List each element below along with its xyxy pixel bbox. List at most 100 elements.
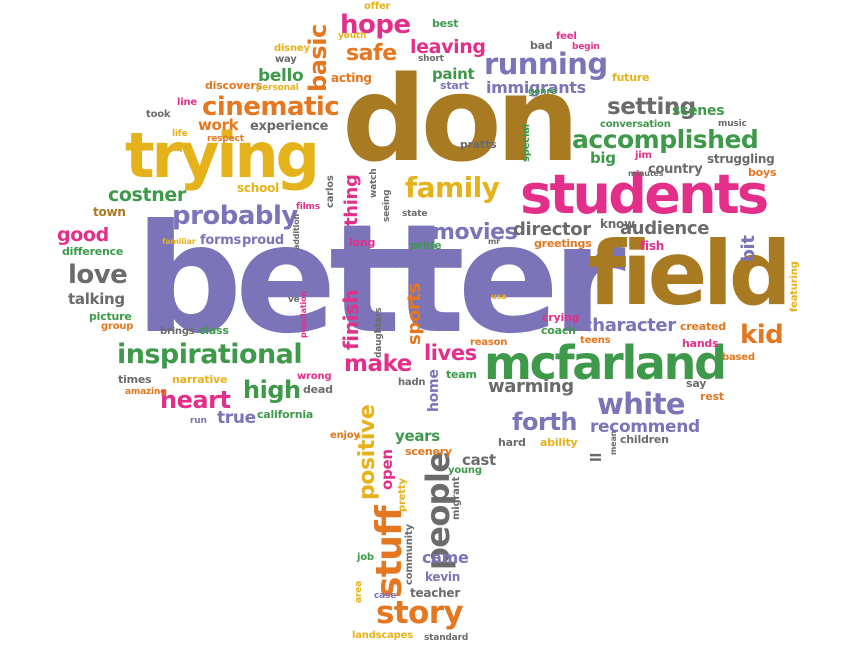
word-watch: watch [369,168,379,198]
word-know: know [600,217,635,231]
word-respect: respect [207,134,244,144]
word-teens: teens [580,335,611,346]
word-migrant: migrant [451,476,462,520]
word-created: created [680,320,726,333]
word-say: say [686,377,707,390]
word-pretty: pretty [397,478,408,512]
word-probably: probably [172,201,298,231]
word-pratts: pratts [460,138,497,151]
word-country: country [648,162,703,177]
word-based: based [722,352,755,363]
word-job: job [357,552,374,563]
word-ll: ll [589,452,605,462]
word-teacher: teacher [410,586,461,600]
word-setting: setting [607,94,696,120]
word-safe: safe [346,41,397,66]
word-cast: cast [462,451,496,469]
word-came: came [422,548,469,567]
word-town: town [93,205,126,219]
word-white: white [597,387,686,421]
word-brings: brings [160,326,195,337]
word-mr: mr [488,237,500,246]
word-high: high [243,376,301,404]
word-positive: positive [355,404,380,500]
word-bad: bad [530,39,553,52]
word-work: work [198,116,239,134]
word-recommend: recommend [590,417,700,437]
word-team: team [446,368,477,381]
word-director: director [513,219,591,240]
word-immigrants: immigrants [486,78,586,97]
word-discovers: discovers [205,79,262,92]
word-ve: ve [288,295,300,305]
word-amazing: amazing [125,387,167,397]
word-genre: genre [528,87,557,97]
word-good: good [57,224,109,246]
word-mean: mean [609,430,618,455]
word-picture: picture [89,310,132,323]
word-finish: finish [339,289,363,350]
word-proud: proud [242,233,284,248]
word-hope: hope [340,10,411,40]
word-inspirational: inspirational [117,339,303,370]
word-better: better [135,193,626,367]
word-daughters: daughters [374,307,384,358]
word-rest: rest [700,390,724,403]
word-crying: crying [542,311,580,324]
word-line: line [177,97,197,108]
word-familiar: familiar [162,237,196,246]
word-begin: begin [572,42,600,52]
word-costner: costner [108,184,186,206]
word-dead: dead [303,383,333,396]
word-family: family [405,171,500,204]
word-bit: bit [738,235,759,262]
word-fish: fish [640,239,665,253]
word-thing: thing [341,174,362,227]
word-landscapes: landscapes [352,630,413,641]
word-pride: pride [410,239,442,252]
word-short: short [418,54,444,64]
word-talking: talking [68,290,125,308]
word-feel: feel [556,31,577,42]
word-case: case [374,591,397,601]
word-conversation: conversation [600,119,671,130]
word-long: long [349,236,376,249]
word-warming: warming [488,376,574,397]
word-leaving: leaving [410,36,486,58]
word-trying: trying [125,119,320,192]
word-stuff: stuff [369,506,410,598]
word-special: special [521,123,532,162]
word-life: life [172,129,188,139]
word-disney: disney [274,43,310,54]
word-films: films [296,202,320,212]
word-kevin: kevin [425,570,461,584]
word-population: population [299,291,308,338]
word-big: big [590,149,616,167]
word-featuring: featuring [789,261,800,312]
word-hands: hands [682,337,719,350]
word-state: state [402,209,428,219]
word-usa: usa [491,292,507,301]
word-students: students [520,163,769,226]
word-enjoy: enjoy [330,430,360,441]
word-difference: difference [62,245,124,258]
word-bello: bello [258,66,304,86]
word-boys: boys [748,166,777,179]
word-personal: personal [256,83,299,93]
word-paint: paint [432,65,475,83]
word-struggling: struggling [707,152,775,166]
word-addition: addition [292,213,301,250]
word-audience: audience [620,218,710,239]
word-took: took [146,109,171,120]
word-experience: experience [250,119,329,134]
word-youth: youth [338,31,367,41]
word-narrative: narrative [172,373,228,386]
word-greetings: greetings [534,237,592,250]
word-ability: ability [540,436,578,449]
word-seeing: seeing [382,189,392,222]
word-children: children [620,433,669,446]
word-way: way [275,54,297,65]
word-heart: heart [160,386,231,414]
word-years: years [395,427,440,445]
